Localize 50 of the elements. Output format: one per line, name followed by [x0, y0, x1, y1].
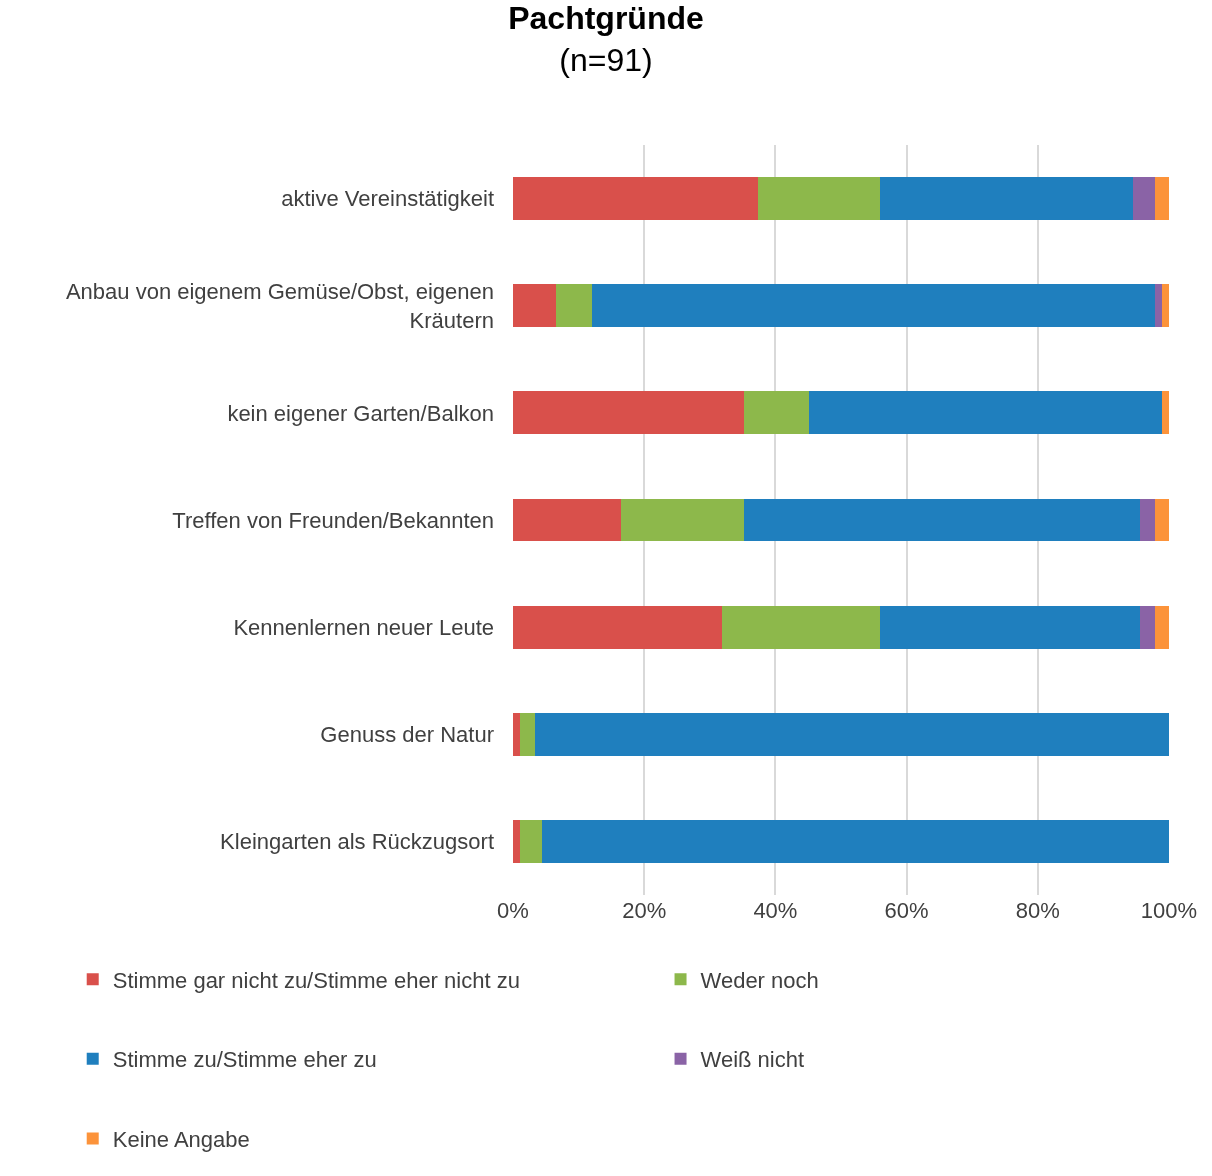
chart-title: Pachtgründe	[508, 0, 704, 37]
bar	[541, 820, 1169, 863]
legend-label: Stimme zu/Stimme eher zu	[112, 1047, 377, 1073]
y-tick-label: Anbau von eigenem Gemüse/Obst, eigenen Kräutern	[65, 279, 494, 333]
bar	[1140, 605, 1155, 649]
bar	[743, 498, 1141, 542]
legend-label: Keine Angabe	[112, 1127, 250, 1153]
bar	[513, 712, 521, 756]
bar	[513, 605, 722, 649]
y-tick-label: Kennenlernen neuer Leute	[233, 614, 494, 640]
y-tick-label: Treffen von Freunden/Bekannten	[172, 507, 494, 533]
bar	[520, 820, 542, 863]
legend-label: Weiß nicht	[700, 1047, 805, 1073]
bar	[1132, 177, 1155, 220]
y-tick-label: aktive Vereinstätigkeit	[281, 186, 494, 212]
x-tick-label: 80%	[1015, 898, 1060, 923]
bar	[534, 712, 1169, 756]
bar	[513, 391, 744, 435]
bar	[513, 820, 521, 863]
y-tick-label: kein eigener Garten/Balkon	[227, 400, 494, 426]
x-tick-label: 20%	[622, 898, 667, 923]
bar	[880, 177, 1133, 220]
chart-subtitle: (n=91)	[559, 42, 653, 78]
bar	[513, 177, 758, 220]
bar	[556, 284, 593, 328]
bar	[1154, 498, 1169, 542]
bar	[1161, 284, 1169, 328]
y-tick-label: Genuss der Natur	[320, 721, 494, 747]
bar	[743, 391, 809, 435]
bar	[757, 177, 881, 220]
bar	[1154, 177, 1169, 220]
bar	[1154, 605, 1169, 649]
bar	[721, 605, 881, 649]
x-tick-label: 100%	[1140, 898, 1198, 923]
bar	[1161, 391, 1169, 435]
bar	[513, 498, 622, 542]
x-tick-label: 60%	[884, 898, 929, 923]
legend-label: Stimme gar nicht zu/Stimme eher nicht zu	[112, 967, 520, 993]
bar	[808, 391, 1162, 435]
x-tick-label: 0%	[497, 898, 529, 923]
bar	[1154, 284, 1162, 328]
legend-label: Weder noch	[700, 967, 819, 993]
bar	[520, 712, 535, 756]
y-tick-label: Kleingarten als Rückzugsort	[220, 829, 494, 855]
bar	[513, 284, 557, 328]
x-tick-label: 40%	[753, 898, 798, 923]
bar	[621, 498, 744, 542]
bar	[592, 284, 1155, 328]
bar	[1140, 498, 1155, 542]
bar	[880, 605, 1141, 649]
